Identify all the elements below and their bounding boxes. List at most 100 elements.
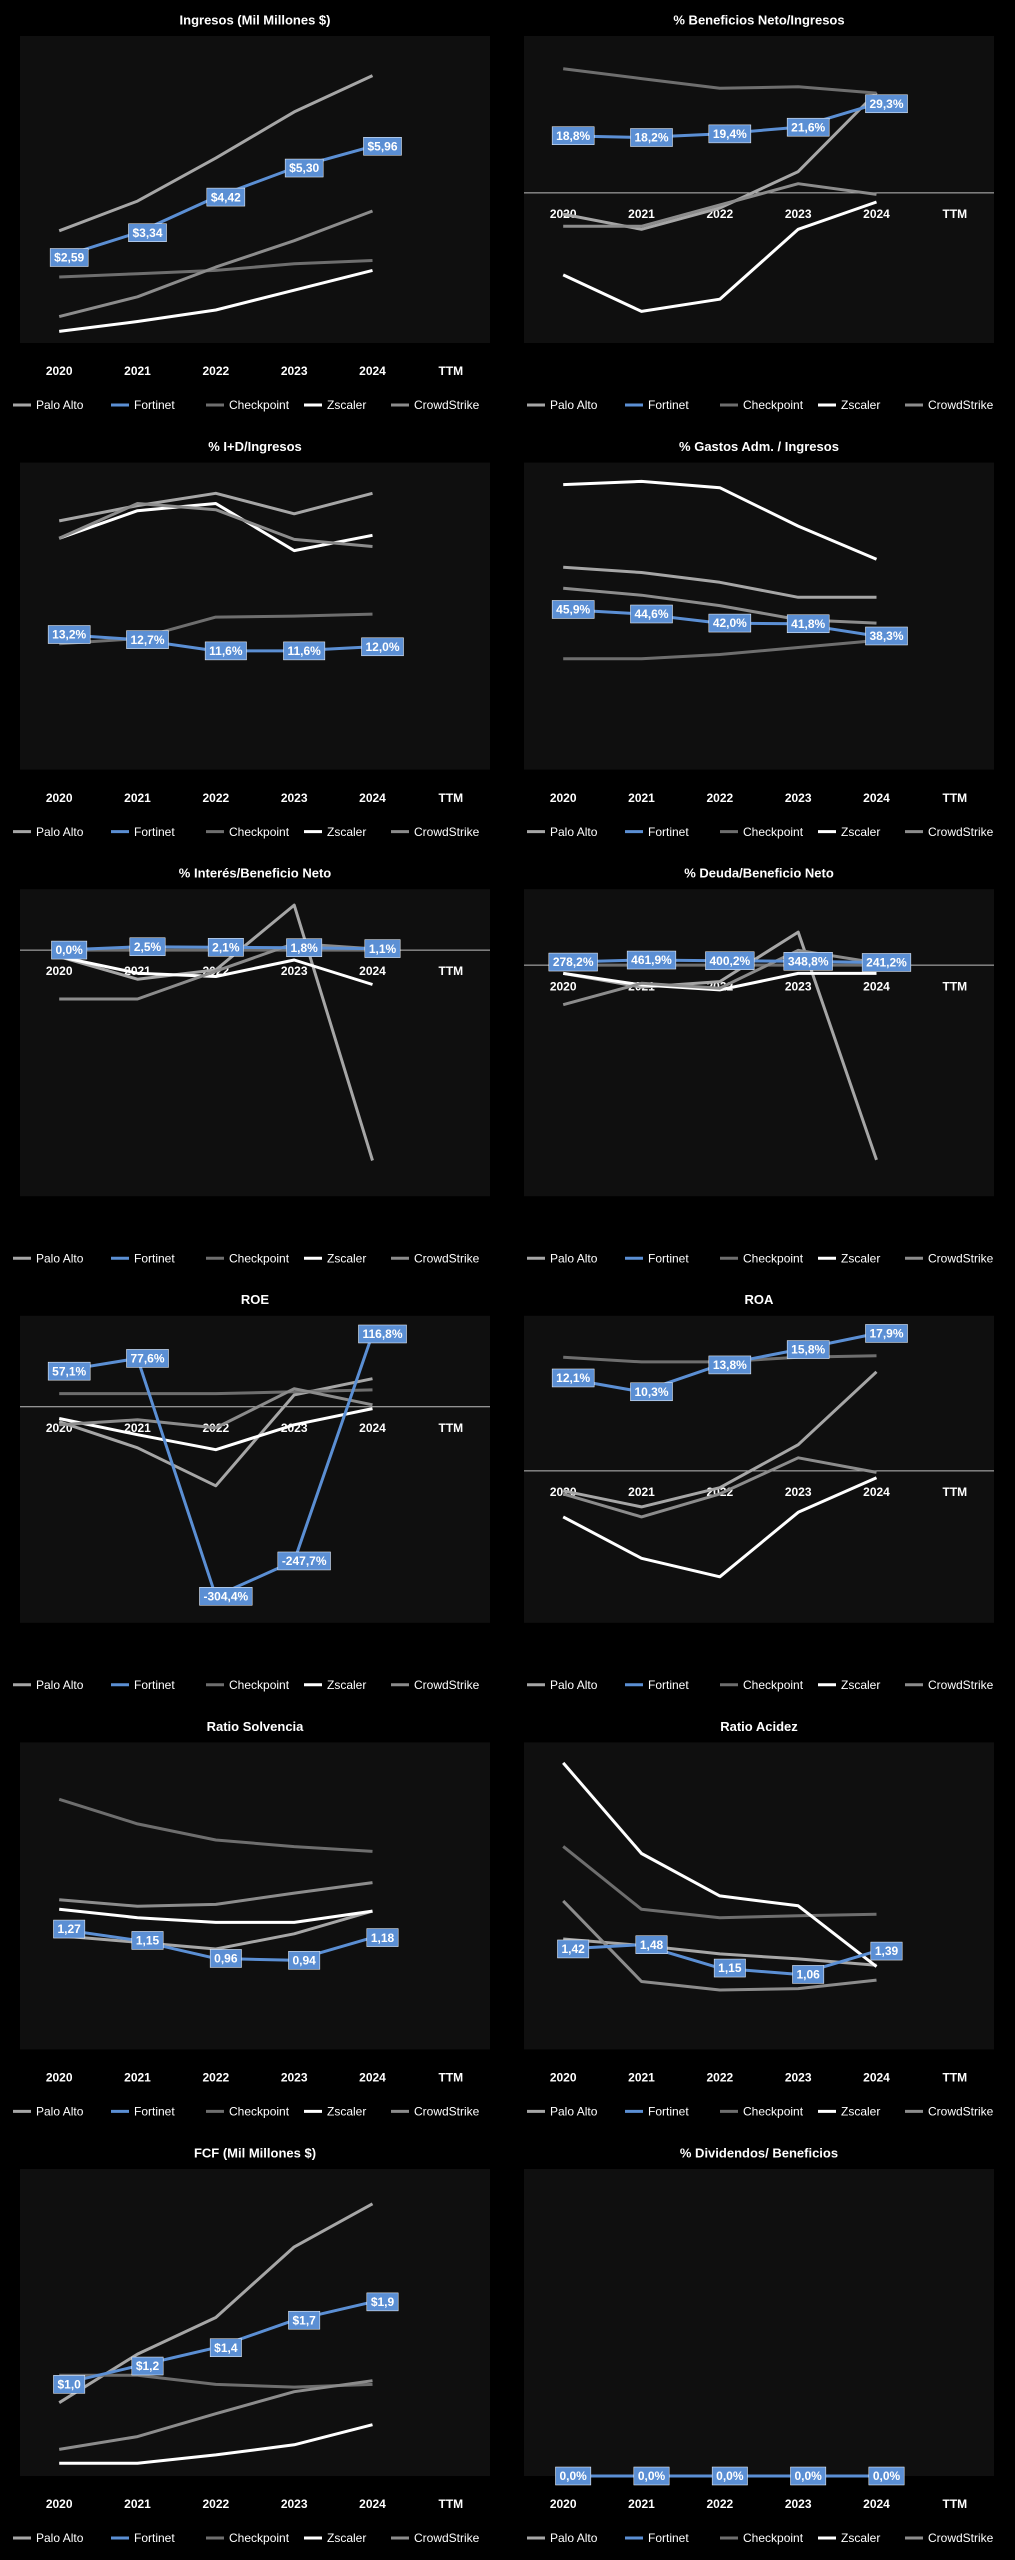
x-tick-label: 2024 <box>359 1421 386 1435</box>
legend-label: Zscaler <box>841 2105 880 2119</box>
x-tick-label: 2022 <box>202 364 229 378</box>
value-label-box <box>555 2466 592 2486</box>
value-label: $5,96 <box>367 139 397 153</box>
plot-area <box>20 889 490 1197</box>
legend-label: Fortinet <box>134 2531 175 2545</box>
legend-label: Zscaler <box>327 2531 366 2545</box>
series-line <box>59 1388 373 1396</box>
value-label-box <box>288 1951 321 1970</box>
legend-label: CrowdStrike <box>414 1251 480 1265</box>
value-label-box <box>47 1361 91 1381</box>
x-tick-label: TTM <box>439 1421 464 1435</box>
value-label-box <box>635 1935 668 1954</box>
value-label-box <box>128 223 167 242</box>
value-label: 0,0% <box>55 943 83 957</box>
value-label-box <box>209 2338 242 2357</box>
value-label-box <box>633 2466 670 2486</box>
legend-label: Checkpoint <box>743 825 804 839</box>
series-line <box>58 491 373 523</box>
x-tick-label: 2023 <box>785 2497 812 2511</box>
value-label: $1,7 <box>292 2313 316 2327</box>
legend-label: Zscaler <box>841 398 880 412</box>
value-label-box <box>708 124 752 144</box>
value-label-box <box>870 1941 903 1961</box>
legend-label: CrowdStrike <box>414 825 480 839</box>
value-label-box <box>551 600 595 619</box>
value-label-box <box>284 158 324 178</box>
x-tick-label: TTM <box>439 791 464 805</box>
x-tick-label: 2023 <box>785 1485 812 1499</box>
value-label: 1,39 <box>875 1944 899 1958</box>
value-label: 13,2% <box>52 628 86 642</box>
series-line <box>58 2379 373 2451</box>
x-tick-label: 2021 <box>124 1421 151 1435</box>
legend-label: Palo Alto <box>550 1251 598 1265</box>
legend-label: Fortinet <box>134 1678 175 1692</box>
value-label: 0,0% <box>794 2469 822 2483</box>
value-label: 57,1% <box>52 1364 86 1378</box>
x-tick-label: 2022 <box>202 2497 229 2511</box>
x-tick-label: 2024 <box>863 979 890 993</box>
legend-label: Checkpoint <box>229 398 290 412</box>
value-label: 10,3% <box>634 1385 668 1399</box>
value-label-box <box>366 1928 399 1947</box>
series-line <box>563 182 877 228</box>
x-tick-label: 2021 <box>628 2497 655 2511</box>
value-label: 12,1% <box>556 1371 590 1385</box>
value-label: 29,3% <box>869 97 903 111</box>
value-label: 0,0% <box>638 2469 666 2483</box>
series-line <box>59 2373 373 2389</box>
legend-label: Fortinet <box>134 1251 175 1265</box>
x-tick-label: 2024 <box>359 2497 386 2511</box>
value-label: 1,42 <box>561 1942 585 1956</box>
legend-label: CrowdStrike <box>928 1678 994 1692</box>
legend-label: Checkpoint <box>743 2105 804 2119</box>
value-label: 12,0% <box>365 640 399 654</box>
x-tick-label: TTM <box>439 364 464 378</box>
x-tick-label: 2023 <box>281 964 308 978</box>
legend-label: Fortinet <box>648 398 689 412</box>
value-label: $1,0 <box>57 2378 81 2392</box>
legend-label: Palo Alto <box>550 825 598 839</box>
value-label-box <box>865 626 908 646</box>
x-tick-label: 2021 <box>628 791 655 805</box>
x-tick-label: 2024 <box>863 2071 890 2085</box>
value-label-box <box>206 187 246 207</box>
plot-area <box>524 2169 994 2476</box>
x-tick-label: 2024 <box>863 791 890 805</box>
plot-area <box>20 36 490 343</box>
value-label: 1,15 <box>136 1934 160 1948</box>
value-label: 44,6% <box>634 607 668 621</box>
value-label: 1,8% <box>290 941 318 955</box>
value-label: 241,2% <box>866 956 907 970</box>
x-tick-label: TTM <box>943 2071 968 2085</box>
legend-label: Checkpoint <box>229 2105 290 2119</box>
value-label: 116,8% <box>362 1327 402 1341</box>
x-tick-label: 2021 <box>628 207 655 221</box>
value-label-box <box>49 248 89 267</box>
value-label-box <box>551 126 595 145</box>
x-tick-label: 2024 <box>863 207 890 221</box>
value-label: 45,9% <box>556 603 590 617</box>
x-tick-label: 2022 <box>202 2071 229 2085</box>
x-tick-label: 2024 <box>359 791 386 805</box>
series-line <box>59 259 373 279</box>
value-label: 1,48 <box>640 1938 664 1952</box>
legend-label: Fortinet <box>134 825 175 839</box>
x-tick-label: 2024 <box>359 964 386 978</box>
chart-title: % Dividendos/ Beneficios <box>680 2145 838 2160</box>
series-line <box>58 209 374 319</box>
x-tick-label: 2020 <box>550 2497 577 2511</box>
legend-label: Zscaler <box>841 825 880 839</box>
x-tick-label: 2020 <box>46 2497 73 2511</box>
value-label: 19,4% <box>713 127 747 141</box>
value-label: 0,94 <box>292 1954 316 1968</box>
legend-label: CrowdStrike <box>928 825 994 839</box>
legend-label: Fortinet <box>648 2105 689 2119</box>
legend-label: Palo Alto <box>36 1678 84 1692</box>
series-line <box>59 1907 373 1924</box>
value-label-box <box>868 2466 905 2486</box>
legend-label: Fortinet <box>648 2531 689 2545</box>
legend-label: Fortinet <box>134 2105 175 2119</box>
